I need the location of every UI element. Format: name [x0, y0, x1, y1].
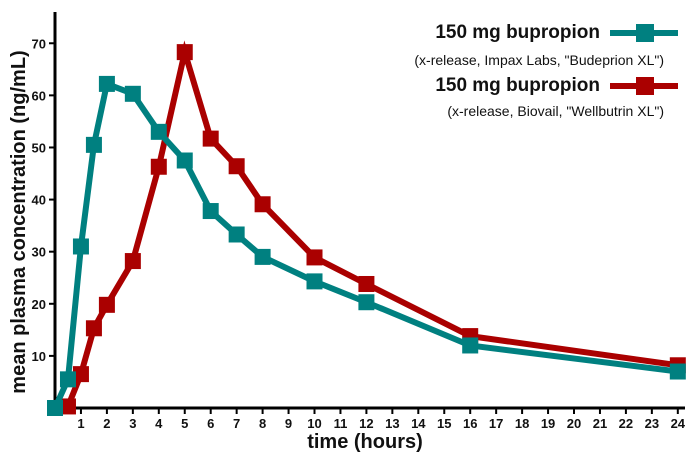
x-tick-label: 8	[259, 416, 266, 431]
data-point	[228, 158, 245, 175]
series-line	[52, 79, 679, 410]
data-point	[59, 398, 76, 415]
legend-marker-swatch	[636, 77, 654, 95]
data-point	[124, 85, 141, 102]
data-point	[254, 248, 271, 265]
x-tick-label: 1	[77, 416, 84, 431]
x-tick-label: 13	[385, 416, 399, 431]
x-tick-label: 12	[359, 416, 373, 431]
x-tick-label: 14	[411, 416, 426, 431]
x-tick-label: 24	[671, 416, 686, 431]
x-tick-label: 11	[334, 416, 348, 431]
data-point	[98, 296, 115, 313]
y-tick-label: 30	[32, 245, 46, 260]
data-point	[462, 337, 479, 354]
data-point	[358, 275, 375, 292]
y-tick-label: 20	[32, 297, 46, 312]
legend-entry-1: 150 mg bupropion (x-release, Impax Labs, …	[414, 22, 678, 68]
x-tick-label: 15	[437, 416, 451, 431]
data-point	[85, 136, 102, 153]
data-point	[59, 371, 76, 388]
x-tick-label: 17	[489, 416, 503, 431]
data-point	[176, 152, 193, 169]
x-tick-label: 10	[307, 416, 321, 431]
x-tick-label: 2	[103, 416, 110, 431]
x-tick-label: 9	[285, 416, 292, 431]
y-axis-title: mean plasma concentration (ng/mL)	[8, 50, 30, 393]
x-tick-label: 21	[593, 416, 607, 431]
data-point	[358, 294, 375, 311]
data-point	[47, 400, 63, 416]
data-point	[306, 273, 323, 290]
data-point	[202, 130, 219, 147]
legend-series-name: 150 mg bupropion	[435, 75, 600, 96]
x-tick-label: 5	[181, 416, 188, 431]
x-tick-label: 18	[515, 416, 529, 431]
data-point	[98, 75, 115, 92]
data-point	[669, 363, 686, 380]
legend-series-name: 150 mg bupropion	[435, 22, 600, 43]
y-tick-label: 70	[32, 36, 46, 51]
legend-entry-2: 150 mg bupropion (x-release, Biovail, "We…	[435, 75, 678, 119]
series-1	[47, 75, 686, 416]
series-layer	[47, 40, 686, 416]
x-tick-label: 16	[463, 416, 477, 431]
axes	[49, 12, 685, 414]
x-tick-label: 3	[129, 416, 136, 431]
data-point	[124, 253, 141, 270]
x-tick-label: 6	[207, 416, 214, 431]
legend: 150 mg bupropion (x-release, Impax Labs, …	[414, 22, 678, 119]
data-point	[306, 249, 323, 266]
data-point	[72, 238, 89, 255]
data-point	[72, 366, 89, 383]
data-point	[254, 196, 271, 213]
data-point	[202, 203, 219, 220]
x-tick-label: 23	[645, 416, 659, 431]
legend-series-detail: (x-release, Biovail, "Wellbutrin XL")	[447, 103, 664, 119]
y-tick-label: 60	[32, 88, 46, 103]
data-point	[176, 44, 193, 61]
x-tick-label: 19	[541, 416, 555, 431]
legend-series-detail: (x-release, Impax Labs, "Budeprion XL")	[414, 52, 664, 68]
y-tick-label: 40	[32, 193, 46, 208]
data-point	[150, 123, 167, 140]
data-point	[85, 320, 102, 337]
y-tick-label: 50	[32, 140, 46, 155]
x-tick-label: 7	[233, 416, 240, 431]
y-tick-label: 10	[32, 349, 46, 364]
x-tick-label: 22	[619, 416, 633, 431]
x-axis-title: time (hours)	[307, 431, 423, 453]
x-tick-label: 20	[567, 416, 581, 431]
data-point	[228, 226, 245, 243]
x-tick-label: 4	[155, 416, 163, 431]
data-point	[150, 158, 167, 175]
legend-marker-swatch	[636, 24, 654, 42]
